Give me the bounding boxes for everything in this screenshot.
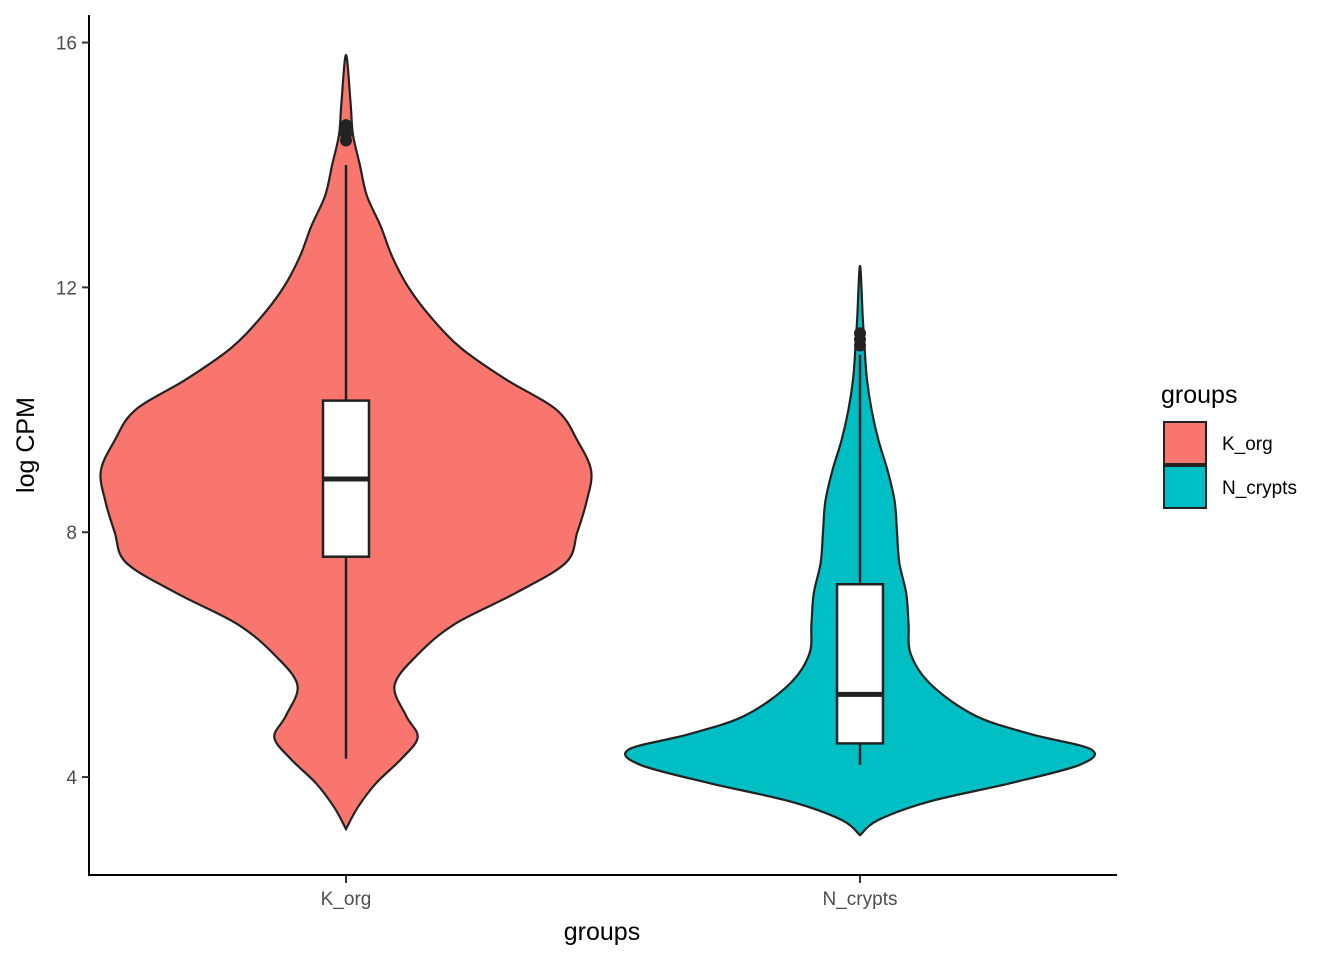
x-tick-label: N_crypts bbox=[823, 889, 898, 910]
violin-group-N_crypts bbox=[624, 264, 1096, 837]
x-ticks: K_org N_crypts bbox=[321, 876, 898, 910]
y-ticks: 4 8 12 16 bbox=[56, 34, 89, 789]
y-tick-label: 4 bbox=[66, 768, 77, 789]
box bbox=[835, 583, 885, 745]
legend-key-N_crypts bbox=[1163, 465, 1207, 509]
x-axis-title: groups bbox=[564, 918, 640, 946]
outlier-point bbox=[340, 119, 352, 132]
legend-title: groups bbox=[1161, 381, 1237, 409]
legend-key-K_org bbox=[1163, 421, 1207, 465]
legend-label: N_crypts bbox=[1222, 478, 1297, 499]
legend-label: K_org bbox=[1222, 434, 1273, 455]
y-axis-title: log CPM bbox=[12, 397, 40, 493]
y-tick-label: 8 bbox=[66, 523, 77, 544]
axes bbox=[88, 15, 1117, 876]
x-tick-label: K_org bbox=[321, 889, 372, 910]
violin-marks bbox=[99, 53, 1096, 837]
outlier-point bbox=[854, 327, 866, 340]
legend: groups K_org N_crypts bbox=[1161, 381, 1297, 509]
violin-group-K_org bbox=[99, 53, 593, 832]
y-tick-label: 12 bbox=[56, 278, 77, 299]
y-tick-label: 16 bbox=[56, 34, 77, 55]
